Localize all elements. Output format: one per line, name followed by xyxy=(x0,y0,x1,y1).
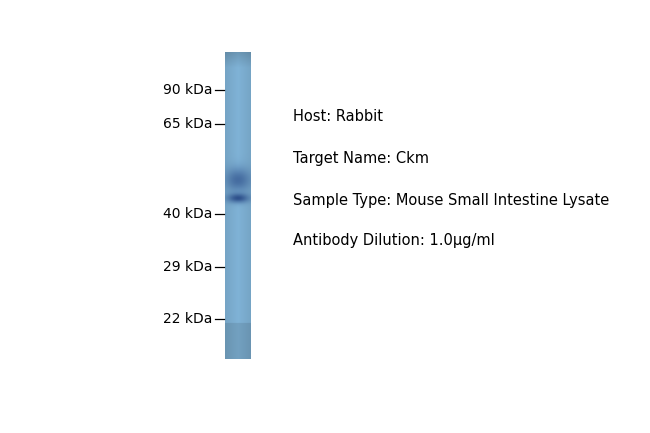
Text: Antibody Dilution: 1.0µg/ml: Antibody Dilution: 1.0µg/ml xyxy=(292,233,495,248)
Text: Host: Rabbit: Host: Rabbit xyxy=(292,110,383,124)
Text: 90 kDa: 90 kDa xyxy=(162,83,212,97)
Text: 22 kDa: 22 kDa xyxy=(163,312,212,326)
Text: 65 kDa: 65 kDa xyxy=(162,116,212,131)
Text: 29 kDa: 29 kDa xyxy=(162,260,212,274)
Text: Sample Type: Mouse Small Intestine Lysate: Sample Type: Mouse Small Intestine Lysat… xyxy=(292,193,609,208)
Text: Target Name: Ckm: Target Name: Ckm xyxy=(292,151,429,166)
Text: 40 kDa: 40 kDa xyxy=(163,207,212,221)
